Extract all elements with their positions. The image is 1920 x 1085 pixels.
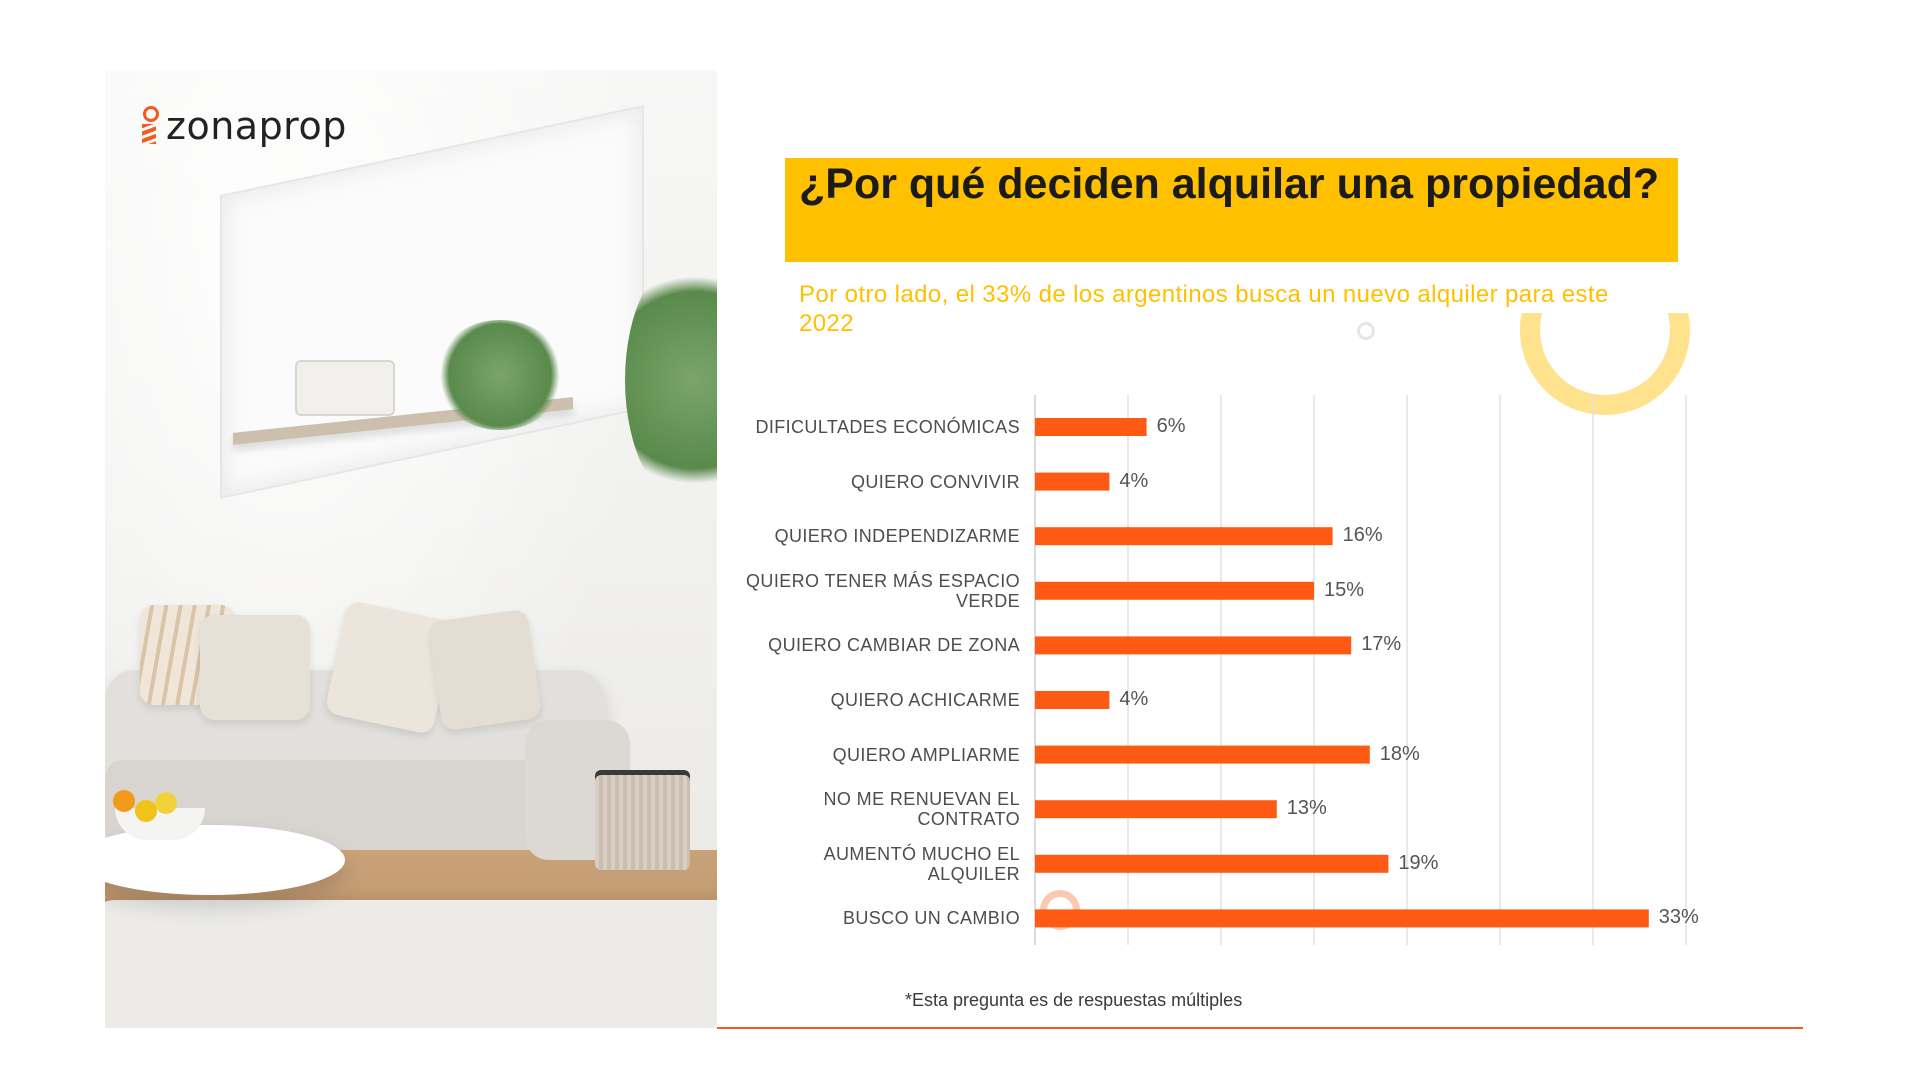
value-label: 33% xyxy=(1658,906,1699,929)
logo-wordmark: zonaprop xyxy=(166,104,347,148)
category-label: DIFICULTADES ECONÓMICAS xyxy=(755,417,1020,437)
category-label: QUIERO ACHICARME xyxy=(830,690,1020,710)
orange xyxy=(113,790,135,812)
value-label: 16% xyxy=(1342,524,1383,547)
bar xyxy=(1035,636,1352,655)
chart-canvas xyxy=(1034,395,1687,945)
bar xyxy=(1035,527,1333,546)
lemon xyxy=(155,792,177,814)
pillow xyxy=(427,608,543,732)
bar xyxy=(1035,418,1147,436)
category-label: AUMENTÓ MUCHO EL ALQUILER xyxy=(823,843,1020,884)
zonaprop-logo-mark-icon xyxy=(140,104,160,148)
category-label: QUIERO CONVIVIR xyxy=(850,471,1020,492)
title-banner xyxy=(785,158,1678,262)
value-label: 15% xyxy=(1324,578,1365,601)
value-label: 18% xyxy=(1379,742,1420,765)
category-label: QUIERO CAMBIAR DE ZONA xyxy=(768,635,1020,656)
bar xyxy=(1035,745,1370,764)
bar xyxy=(1035,581,1314,600)
bottom-divider xyxy=(717,1027,1803,1029)
category-label: BUSCO UN CAMBIO xyxy=(842,908,1020,929)
bar xyxy=(1035,800,1277,819)
bar xyxy=(1035,909,1649,928)
footnote: *Esta pregunta es de respuestas múltiple… xyxy=(905,990,1243,1010)
page-subtitle: Por otro lado, el 33% de los argentinos … xyxy=(799,281,1609,337)
bar-chart: DIFICULTADES ECONÓMICAS 6% QUIERO CONVIVIR… xyxy=(740,395,1730,955)
bar xyxy=(1035,691,1110,709)
lemon xyxy=(135,800,157,822)
category-label: QUIERO AMPLIARME xyxy=(832,744,1020,765)
rug xyxy=(105,900,717,1028)
value-label: 17% xyxy=(1361,633,1402,656)
category-label: QUIERO TENER MÁS ESPACIO VERDE xyxy=(746,570,1020,611)
plant xyxy=(435,320,565,430)
value-label: 4% xyxy=(1119,688,1149,710)
bar xyxy=(1035,472,1110,491)
radio-on-shelf xyxy=(295,360,395,416)
category-label: QUIERO INDEPENDIZARME xyxy=(774,526,1020,547)
value-label: 13% xyxy=(1286,797,1327,820)
category-label: NO ME RENUEVAN EL CONTRATO xyxy=(823,789,1020,830)
basket xyxy=(595,775,690,870)
value-label: 6% xyxy=(1156,415,1186,437)
fruit-bowl xyxy=(115,808,205,840)
living-room-photo xyxy=(105,70,717,1028)
value-label: 4% xyxy=(1119,469,1149,492)
zonaprop-logo: zonaprop xyxy=(140,104,347,148)
page-title: ¿Por qué deciden alquilar una propiedad? xyxy=(799,160,1660,208)
bar xyxy=(1035,854,1389,873)
decorative-dot xyxy=(1357,322,1375,340)
value-label: 19% xyxy=(1398,851,1439,874)
pillow xyxy=(200,615,310,720)
